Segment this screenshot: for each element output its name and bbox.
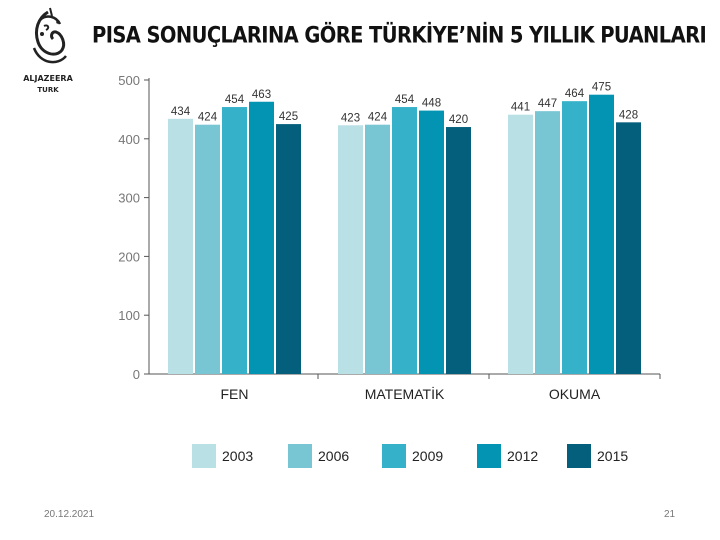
bar xyxy=(589,94,614,374)
legend-label: 2012 xyxy=(507,448,538,464)
y-tick-label: 400 xyxy=(118,132,140,147)
legend-label: 2006 xyxy=(318,448,349,464)
logo-name: ALJAZEERA xyxy=(23,74,73,83)
y-tick-label: 100 xyxy=(118,308,140,323)
bar xyxy=(446,127,471,374)
y-tick-label: 300 xyxy=(118,191,140,206)
y-tick-label: 200 xyxy=(118,249,140,264)
data-label: 447 xyxy=(538,98,557,110)
bar xyxy=(365,124,390,374)
page-number: 21 xyxy=(664,509,676,520)
logo: ALJAZEERA TURK xyxy=(16,4,80,100)
bar-chart: 0 100 200 300 400 500 434 424 454 463 425 FEN 423 424… xyxy=(118,73,661,468)
data-label: 434 xyxy=(171,106,191,118)
legend-swatch xyxy=(382,444,406,468)
data-label: 423 xyxy=(341,112,360,124)
bar xyxy=(276,124,301,374)
aljazeera-logo-icon xyxy=(32,7,67,64)
footer-date: 20.12.2021 xyxy=(44,509,95,520)
data-label: 424 xyxy=(198,112,218,124)
data-label: 448 xyxy=(422,98,441,110)
page-title: PISA SONUÇLARINA GÖRE TÜRKİYE’NİN 5 YILL… xyxy=(92,22,707,49)
bar xyxy=(616,122,641,374)
data-label: 463 xyxy=(252,89,271,101)
legend-swatch xyxy=(288,444,312,468)
bar xyxy=(419,110,444,375)
y-tick-label: 500 xyxy=(118,73,140,88)
data-label: 454 xyxy=(395,94,415,106)
legend-swatch xyxy=(567,444,591,468)
bar xyxy=(392,107,417,374)
y-tick-label: 0 xyxy=(133,367,140,382)
data-label: 441 xyxy=(511,102,530,114)
bar xyxy=(562,101,587,374)
bar xyxy=(168,118,193,374)
data-label: 454 xyxy=(225,94,245,106)
category-label: MATEMATİK xyxy=(365,385,445,402)
bar xyxy=(222,107,247,374)
data-label: 464 xyxy=(565,88,585,100)
legend-swatch xyxy=(477,444,501,468)
bar xyxy=(195,124,220,374)
bar xyxy=(508,114,533,374)
data-label: 428 xyxy=(619,109,638,121)
data-label: 424 xyxy=(368,112,388,124)
bar xyxy=(535,111,560,374)
legend-label: 2003 xyxy=(222,448,253,464)
bar xyxy=(249,101,274,375)
data-label: 425 xyxy=(279,111,298,123)
legend-label: 2009 xyxy=(412,448,443,464)
legend-swatch xyxy=(192,444,216,468)
data-label: 475 xyxy=(592,82,611,94)
legend-label: 2015 xyxy=(597,448,628,464)
data-label: 420 xyxy=(449,114,468,126)
bar xyxy=(338,125,363,374)
category-label: FEN xyxy=(221,386,249,402)
category-label: OKUMA xyxy=(549,386,601,402)
logo-sub: TURK xyxy=(37,86,59,94)
